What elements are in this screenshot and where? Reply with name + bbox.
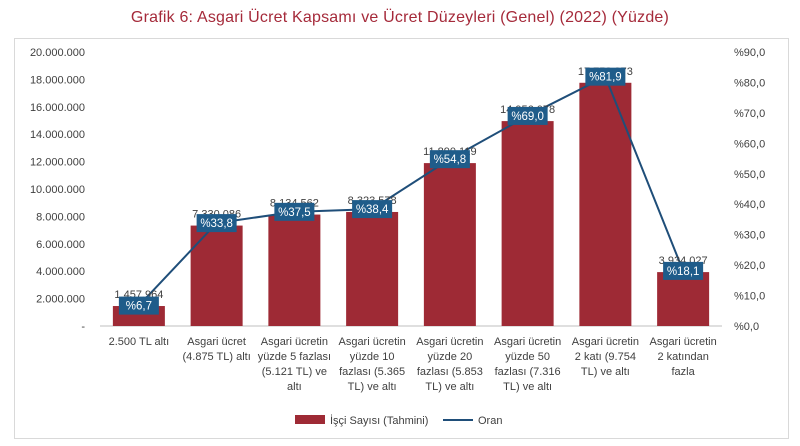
legend-label-bars: İşçi Sayısı (Tahmini): [330, 414, 428, 427]
x-category-label: TL) ve altı: [425, 381, 474, 393]
y-left-tick-label: 16.000.000: [30, 102, 85, 114]
oran-label-box: [585, 67, 626, 86]
y-right-tick-label: %70,0: [734, 108, 765, 120]
x-category-label: Asgari ücretin: [416, 336, 483, 348]
bar: [579, 82, 632, 326]
oran-label-box: [274, 202, 315, 221]
oran-label: %18,1: [667, 266, 700, 278]
x-category-label: TL) ve altı: [348, 381, 397, 393]
oran-label: %69,0: [511, 111, 544, 123]
y-left-tick-label: 14.000.000: [30, 129, 85, 141]
x-category-label: Asgari ücretin: [494, 336, 561, 348]
x-category-label: Asgari ücretin: [572, 336, 639, 348]
oran-label-box: [663, 261, 704, 280]
oran-label: %6,7: [126, 301, 152, 313]
y-left-tick-label: 12.000.000: [30, 157, 85, 169]
bar: [501, 121, 554, 326]
x-category-label: TL) ve altı: [503, 381, 552, 393]
x-category-label: fazlası (5.853: [417, 366, 483, 378]
x-category-label: yüzde 10: [350, 351, 395, 363]
x-category-label: 2 katından: [657, 351, 708, 363]
y-right-tick-label: %80,0: [734, 77, 765, 89]
x-category-label: fazla: [672, 366, 696, 378]
oran-label: %33,8: [200, 218, 233, 230]
x-category-label: TL) ve altı: [581, 366, 630, 378]
x-category-label: yüzde 50: [505, 351, 550, 363]
oran-label-box: [118, 296, 159, 315]
y-left-tick-label: 8.000.000: [36, 211, 85, 223]
bar: [657, 272, 710, 326]
oran-label: %37,5: [278, 207, 311, 219]
x-category-label: (4.875 TL) altı: [182, 351, 250, 363]
chart-frame: [14, 38, 789, 439]
oran-label: %81,9: [589, 72, 622, 84]
legend-swatch-bars: [295, 415, 325, 424]
y-left-tick-label: 10.000.000: [30, 184, 85, 196]
oran-label: %38,4: [356, 204, 389, 216]
x-category-label: altı: [287, 381, 302, 393]
y-right-tick-label: %20,0: [734, 260, 765, 272]
x-category-label: (5.121 TL) ve: [262, 366, 327, 378]
y-left-tick-label: 20.000.000: [30, 47, 85, 59]
y-right-tick-label: %50,0: [734, 169, 765, 181]
y-right-tick-label: %0,0: [734, 321, 759, 333]
bar: [268, 214, 321, 326]
y-left-tick-label: 2.000.000: [36, 294, 85, 306]
y-left-tick-label: -: [81, 321, 85, 333]
oran-label-box: [196, 214, 237, 233]
x-category-label: fazlası (5.365: [339, 366, 405, 378]
y-right-tick-label: %60,0: [734, 138, 765, 150]
bar: [423, 163, 476, 326]
x-category-label: 2 katı (9.754: [575, 351, 636, 363]
chart-title: Grafik 6: Asgari Ücret Kapsamı ve Ücret …: [130, 9, 670, 26]
y-left-tick-label: 18.000.000: [30, 74, 85, 86]
legend-label-line: Oran: [478, 415, 502, 427]
x-category-label: yüzde 5 fazlası: [258, 351, 331, 363]
y-right-tick-label: %40,0: [734, 199, 765, 211]
y-left-tick-label: 6.000.000: [36, 239, 85, 251]
y-left-tick-label: 4.000.000: [36, 266, 85, 278]
oran-label-box: [507, 106, 548, 125]
oran-label-box: [352, 200, 393, 219]
x-category-label: Asgari ücret: [187, 336, 246, 348]
bar: [190, 225, 243, 326]
bar: [346, 211, 399, 326]
x-category-label: Asgari ücretin: [649, 336, 716, 348]
oran-label-box: [429, 150, 470, 169]
oran-label: %54,8: [434, 154, 467, 166]
x-category-label: Asgari ücretin: [261, 336, 328, 348]
y-right-tick-label: %10,0: [734, 291, 765, 303]
x-category-label: fazlası (7.316: [495, 366, 561, 378]
y-right-tick-label: %30,0: [734, 230, 765, 242]
y-right-tick-label: %90,0: [734, 47, 765, 59]
x-category-label: yüzde 20: [428, 351, 473, 363]
x-category-label: Asgari ücretin: [338, 336, 405, 348]
x-category-label: 2.500 TL altı: [109, 336, 170, 348]
